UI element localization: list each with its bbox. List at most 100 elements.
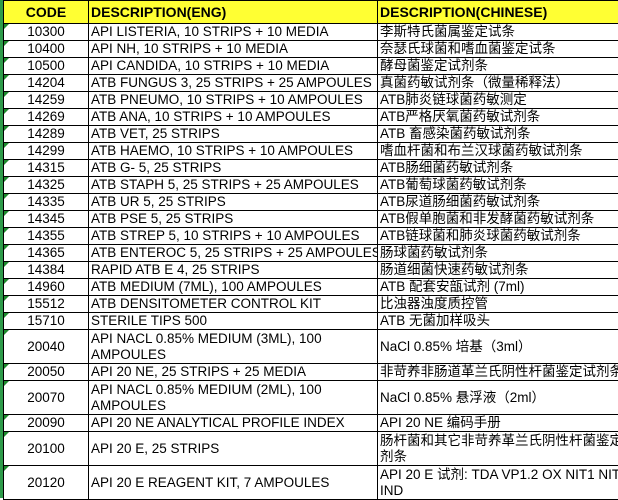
header-code[interactable]: CODE [4, 1, 89, 24]
cell-eng[interactable]: ATB HAEMO, 10 STRIPS + 10 AMPOULES [89, 143, 378, 160]
cell-chinese[interactable]: NaCl 0.85% 悬浮液（2ml） [378, 381, 618, 415]
cell-eng[interactable]: ATB ANA, 10 STRIPS + 10 AMPOULES [89, 109, 378, 126]
cell-chinese[interactable]: 李斯特氏菌属鉴定试条 [378, 24, 618, 41]
cell-code[interactable]: 14204 [4, 75, 89, 92]
cell-chinese[interactable]: 肠球菌药敏试剂条 [378, 245, 618, 262]
cell-eng[interactable]: API 20 E, 25 STRIPS [89, 432, 378, 466]
cell-eng[interactable]: ATB UR 5, 25 STRIPS [89, 194, 378, 211]
cell-code[interactable]: 20040 [4, 330, 89, 364]
cell-chinese[interactable]: ATB葡萄球菌药敏试剂条 [378, 177, 618, 194]
cell-chinese[interactable]: 比浊器浊度质控管 [378, 296, 618, 313]
cell-chinese[interactable]: 真菌药敏试剂条（微量稀释法） [378, 75, 618, 92]
cell-eng[interactable]: ATB VET, 25 STRIPS [89, 126, 378, 143]
cell-chinese[interactable]: ATB 畜感染菌药敏试剂条 [378, 126, 618, 143]
cell-code[interactable]: 14355 [4, 228, 89, 245]
cell-code[interactable]: 14315 [4, 160, 89, 177]
header-eng[interactable]: DESCRIPTION(ENG) [89, 1, 378, 24]
cell-code[interactable]: 10500 [4, 58, 89, 75]
cell-chinese[interactable]: 肠道细菌快速药敏试剂条 [378, 262, 618, 279]
cell-code[interactable]: 20050 [4, 364, 89, 381]
cell-eng[interactable]: API NACL 0.85% MEDIUM (2ML), 100 AMPOULE… [89, 381, 378, 415]
cell-eng[interactable]: ATB PNEUMO, 10 STRIPS + 10 AMPOULES [89, 92, 378, 109]
cell-eng[interactable]: API NH, 10 STRIPS + 10 MEDIA [89, 41, 378, 58]
cell-chinese[interactable]: API 20 NE 编码手册 [378, 415, 618, 432]
cell-code[interactable]: 14384 [4, 262, 89, 279]
cell-chinese[interactable]: ATB链球菌和肺炎球菌药敏试剂条 [378, 228, 618, 245]
cell-code[interactable]: 10300 [4, 24, 89, 41]
cell-chinese[interactable]: 非苛养非肠道革兰氏阴性杆菌鉴定试剂条 [378, 364, 618, 381]
cell-eng[interactable]: ATB STREP 5, 10 STRIPS + 10 AMPOULES [89, 228, 378, 245]
header-row: CODE DESCRIPTION(ENG) DESCRIPTION(CHINES… [4, 1, 618, 24]
cell-chinese[interactable]: ATB 配套安瓿试剂 (7ml) [378, 279, 618, 296]
cell-eng[interactable]: API LISTERIA, 10 STRIPS + 10 MEDIA [89, 24, 378, 41]
cell-eng[interactable]: API 20 NE, 25 STRIPS + 25 MEDIA [89, 364, 378, 381]
cell-eng[interactable]: ATB G- 5, 25 STRIPS [89, 160, 378, 177]
cell-eng[interactable]: STERILE TIPS 500 [89, 313, 378, 330]
cell-eng[interactable]: ATB MEDIUM (7ML), 100 AMPOULES [89, 279, 378, 296]
cell-eng[interactable]: ATB FUNGUS 3, 25 STRIPS + 25 AMPOULES [89, 75, 378, 92]
cell-code[interactable]: 20070 [4, 381, 89, 415]
cell-code[interactable]: 14335 [4, 194, 89, 211]
cell-code[interactable]: 15710 [4, 313, 89, 330]
cell-code[interactable]: 14299 [4, 143, 89, 160]
cell-eng[interactable]: ATB PSE 5, 25 STRIPS [89, 211, 378, 228]
cell-chinese[interactable]: ATB肠细菌药敏试剂条 [378, 160, 618, 177]
cell-chinese[interactable]: ATB尿道肠细菌药敏试剂条 [378, 194, 618, 211]
cell-chinese[interactable]: NaCl 0.85% 培基（3ml） [378, 330, 618, 364]
cell-code[interactable]: 14259 [4, 92, 89, 109]
cell-code[interactable]: 10400 [4, 41, 89, 58]
cell-code[interactable]: 20090 [4, 415, 89, 432]
cell-chinese[interactable]: 肠杆菌和其它非苛养革兰氏阴性杆菌鉴定试剂条 [378, 432, 618, 466]
cell-chinese[interactable]: 奈瑟氏球菌和嗜血菌鉴定试条 [378, 41, 618, 58]
cell-chinese[interactable]: 酵母菌鉴定试剂条 [378, 58, 618, 75]
cell-eng[interactable]: ATB DENSITOMETER CONTROL KIT [89, 296, 378, 313]
cell-code[interactable]: 20120 [4, 466, 89, 500]
cell-eng[interactable]: RAPID ATB E 4, 25 STRIPS [89, 262, 378, 279]
cell-chinese[interactable]: ATB严格厌氧菌药敏试剂条 [378, 109, 618, 126]
header-chinese[interactable]: DESCRIPTION(CHINESE) [378, 1, 618, 24]
cell-chinese[interactable]: 嗜血杆菌和布兰汉球菌药敏试剂条 [378, 143, 618, 160]
cell-code[interactable]: 14325 [4, 177, 89, 194]
cell-code[interactable]: 14269 [4, 109, 89, 126]
cell-code[interactable]: 14289 [4, 126, 89, 143]
cell-code[interactable]: 14960 [4, 279, 89, 296]
cell-code[interactable]: 14365 [4, 245, 89, 262]
cell-eng[interactable]: ATB ENTEROC 5, 25 STRIPS + 25 AMPOULES [89, 245, 378, 262]
cell-code[interactable]: 20100 [4, 432, 89, 466]
cell-eng[interactable]: API NACL 0.85% MEDIUM (3ML), 100 AMPOULE… [89, 330, 378, 364]
product-table: CODE DESCRIPTION(ENG) DESCRIPTION(CHINES… [3, 0, 618, 500]
cell-eng[interactable]: API CANDIDA, 10 STRIPS + 10 MEDIA [89, 58, 378, 75]
cell-code[interactable]: 15512 [4, 296, 89, 313]
cell-eng[interactable]: ATB STAPH 5, 25 STRIPS + 25 AMPOULES [89, 177, 378, 194]
cell-chinese[interactable]: ATB假单胞菌和非发酵菌药敏试剂条 [378, 211, 618, 228]
cell-eng[interactable]: API 20 NE ANALYTICAL PROFILE INDEX [89, 415, 378, 432]
cell-chinese[interactable]: API 20 E 试剂: TDA VP1.2 OX NIT1 NIT2 IND [378, 466, 618, 500]
cell-chinese[interactable]: ATB肺炎链球菌药敏测定 [378, 92, 618, 109]
cell-eng[interactable]: API 20 E REAGENT KIT, 7 AMPOULES [89, 466, 378, 500]
cell-code[interactable]: 14345 [4, 211, 89, 228]
cell-chinese[interactable]: ATB 无菌加样吸头 [378, 313, 618, 330]
